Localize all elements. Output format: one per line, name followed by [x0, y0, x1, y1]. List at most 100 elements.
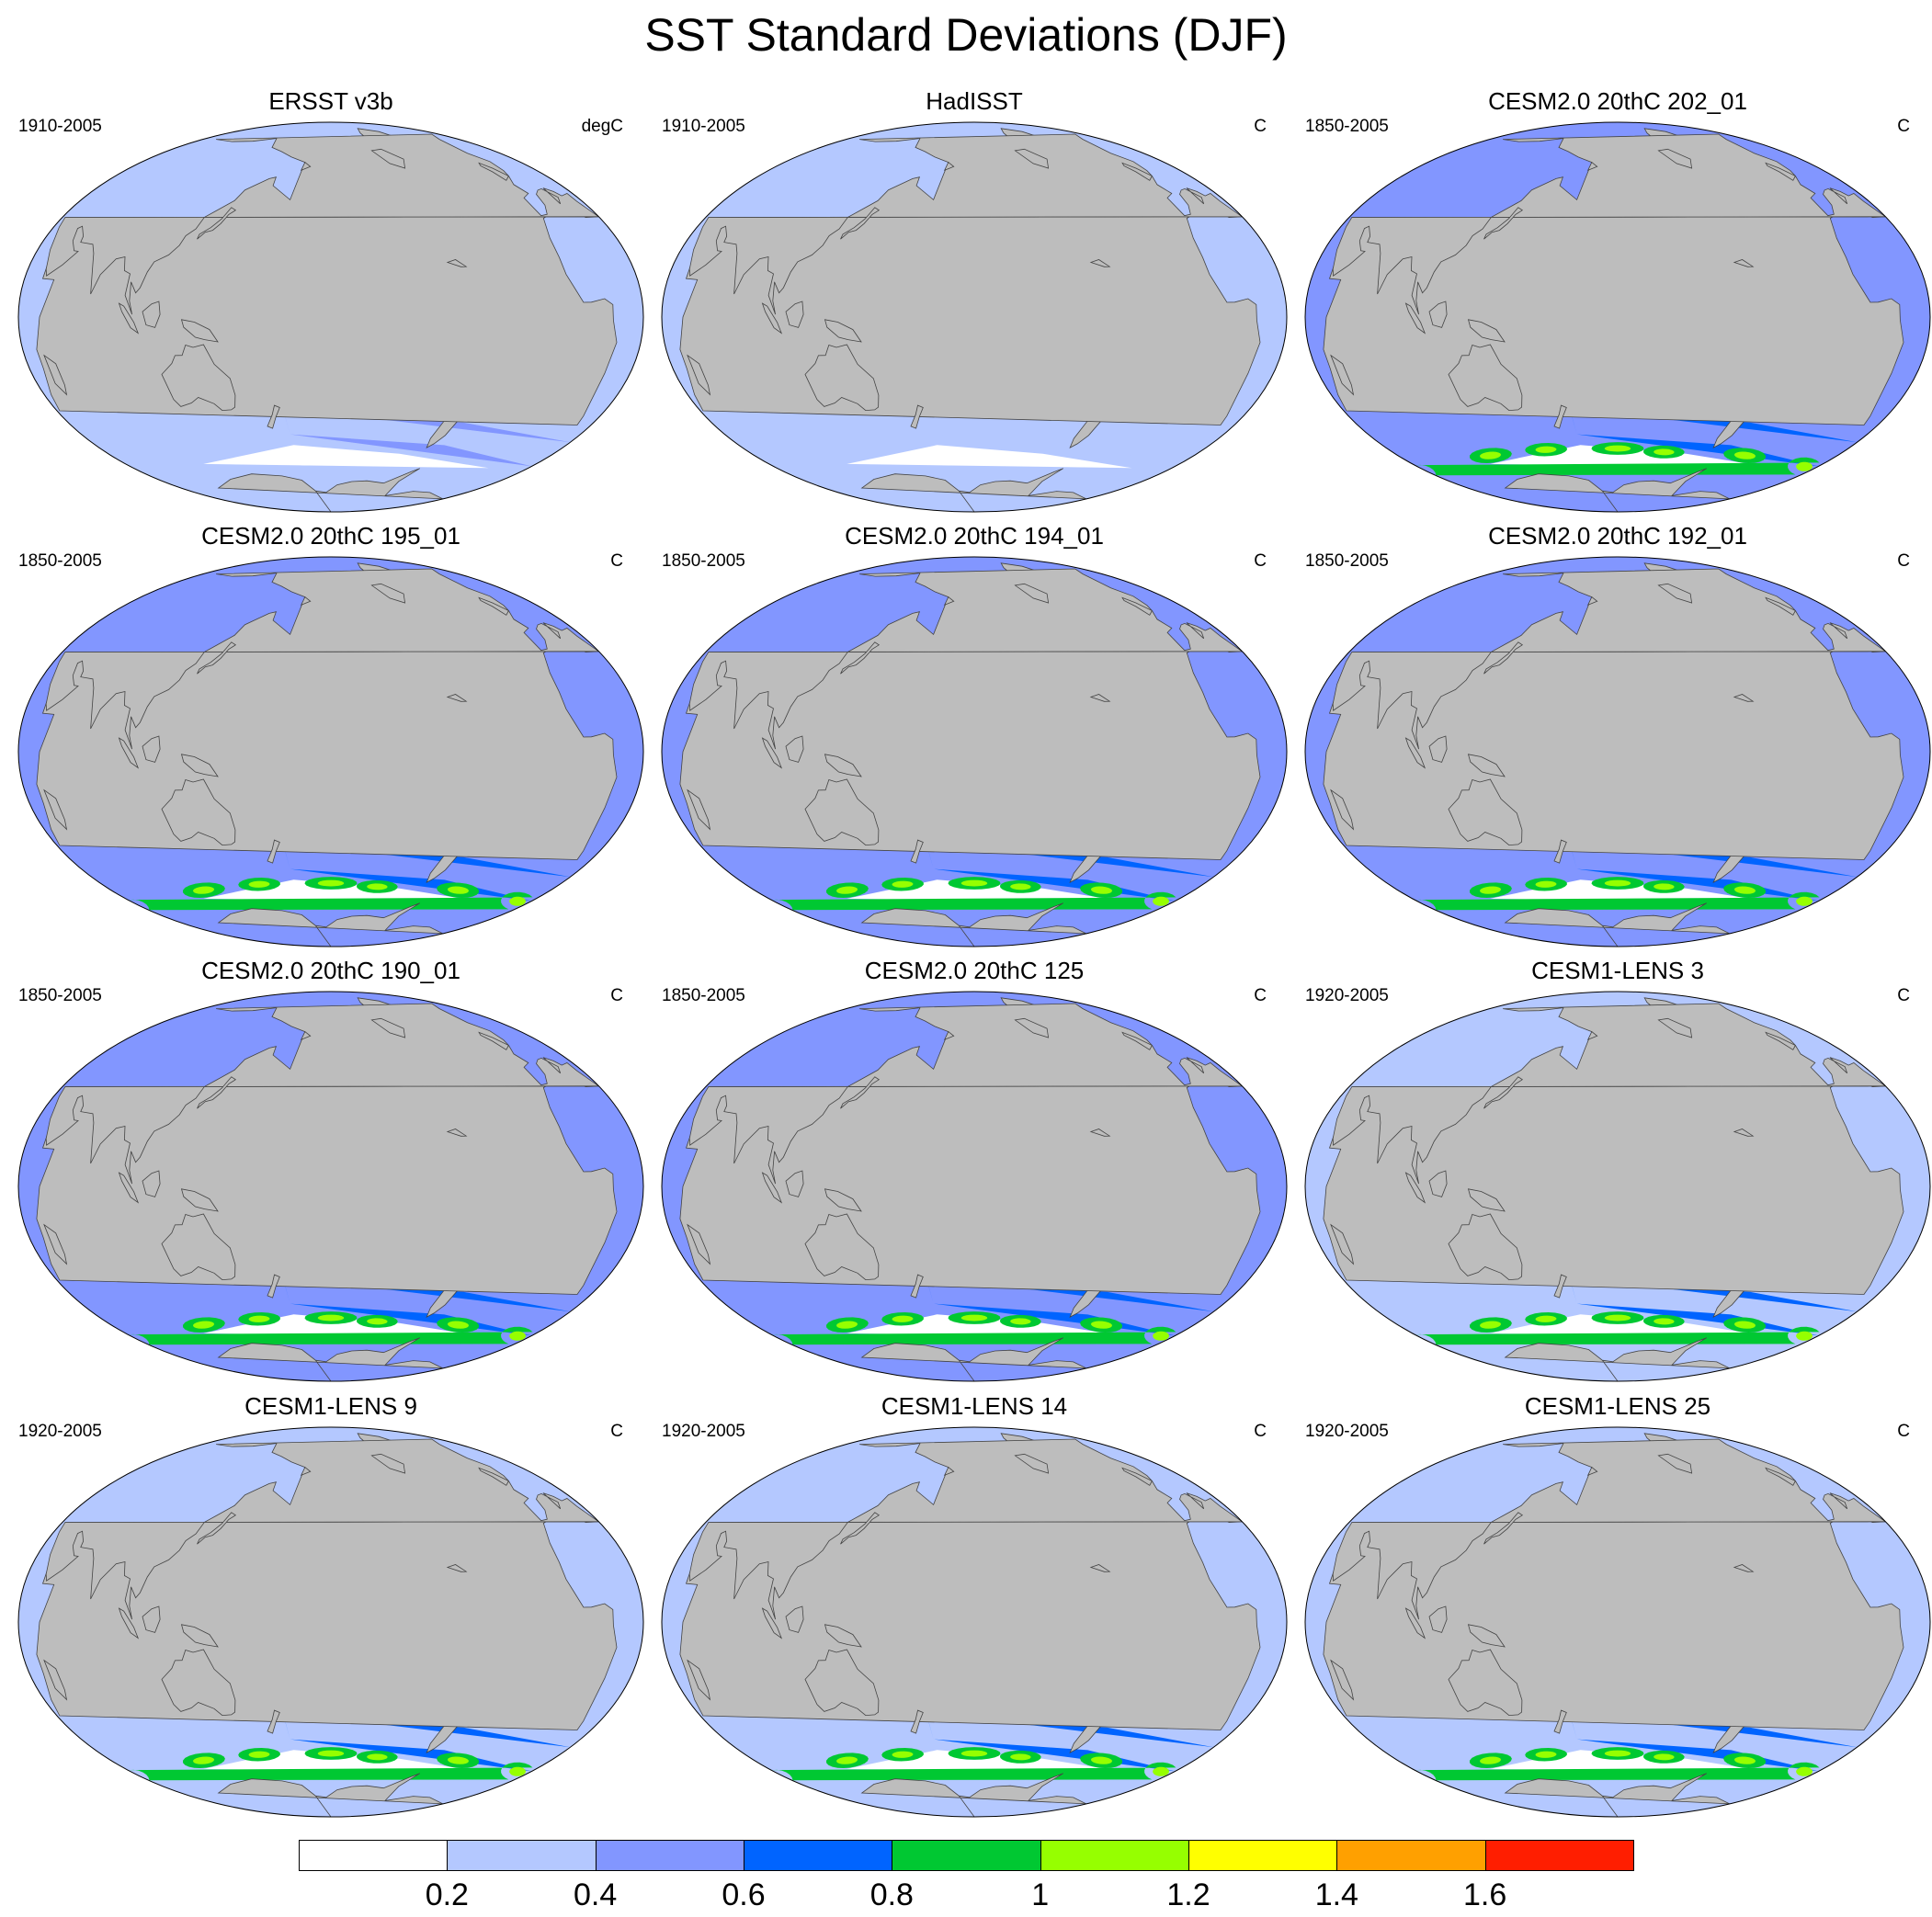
panel-title: CESM1-LENS 14	[881, 1392, 1068, 1420]
southern-ocean-core	[248, 1315, 270, 1322]
southern-ocean-core	[1654, 883, 1675, 890]
cuba-landmass	[1089, 1129, 1111, 1137]
world-map	[1304, 556, 1931, 947]
eurasia-west-landmass	[1332, 133, 1887, 315]
panel-title: CESM2.0 20thC 192_01	[1488, 522, 1747, 550]
southern-ocean-patch	[1415, 891, 1820, 911]
new-guinea-landmass	[824, 1188, 862, 1212]
sumatra-landmass	[118, 1607, 140, 1639]
madagascar-landmass	[687, 354, 711, 396]
japan-landmass	[1483, 1512, 1524, 1545]
australia-landmass	[161, 1649, 236, 1717]
sumatra-landmass	[761, 302, 783, 335]
madagascar-landmass	[43, 1659, 68, 1701]
world-map	[661, 556, 1288, 947]
japan-landmass	[197, 641, 237, 675]
southern-ocean-core	[448, 1321, 469, 1329]
japan-landmass	[1483, 1076, 1524, 1109]
map-outline	[661, 121, 1288, 513]
borneo-landmass	[785, 1605, 804, 1633]
southern-ocean-patch	[128, 1762, 533, 1781]
world-map	[661, 1426, 1288, 1818]
eurasia-east-landmass	[943, 1030, 955, 1041]
sumatra-landmass	[1404, 737, 1426, 769]
eurasia-west-landmass	[688, 1003, 1244, 1185]
southern-ocean-core	[1091, 1756, 1112, 1764]
baffin-landmass	[1657, 1017, 1693, 1038]
eurasia-east-landmass	[1586, 1466, 1598, 1477]
cuba-landmass	[446, 694, 468, 702]
panel-title: CESM2.0 20thC 190_01	[201, 957, 460, 984]
southern-ocean-patch	[1415, 1762, 1820, 1781]
eurasia-west-landmass	[688, 568, 1244, 750]
map-outline	[661, 1426, 1288, 1818]
japan-landmass	[840, 207, 881, 240]
southern-ocean-patch	[128, 891, 533, 911]
southern-ocean-core	[1480, 1321, 1501, 1329]
antarctica-landmass	[860, 468, 1086, 512]
borneo-landmass	[785, 1170, 804, 1197]
borneo-landmass	[142, 301, 161, 328]
map-panel: HadISST 1910-2005 C	[653, 87, 1296, 519]
map-outline	[661, 556, 1288, 947]
colorbar-swatch	[1040, 1840, 1189, 1871]
borneo-landmass	[1428, 1605, 1448, 1633]
australia-landmass	[1448, 1649, 1523, 1717]
new-guinea-landmass	[1467, 1624, 1506, 1648]
world-map	[17, 991, 644, 1382]
australia-landmass	[804, 1213, 880, 1281]
panel-years: 1920-2005	[18, 1422, 102, 1441]
southern-low-variance	[1490, 1314, 1776, 1381]
southern-ocean-core	[1734, 1756, 1756, 1764]
new-zealand-landmass	[267, 1709, 280, 1734]
panel-years: 1850-2005	[18, 986, 102, 1005]
australia-landmass	[161, 1213, 236, 1281]
southern-ocean-patch	[128, 1326, 533, 1345]
southern-ocean-core	[892, 1315, 914, 1322]
uk-landmass	[1121, 1031, 1153, 1050]
colorbar-swatch	[744, 1840, 893, 1871]
sumatra-landmass	[118, 1172, 140, 1204]
southern-ocean-patch	[771, 1762, 1176, 1781]
world-map	[661, 121, 1288, 513]
panel-years: 1850-2005	[662, 551, 745, 571]
southern-ocean-patch	[1415, 1326, 1820, 1345]
cuba-landmass	[1089, 694, 1111, 702]
southern-low-variance	[1490, 1750, 1776, 1817]
new-zealand-landmass	[910, 839, 924, 864]
southern-ocean-core	[960, 1314, 988, 1321]
southern-ocean-core	[509, 896, 526, 906]
panel-years: 1850-2005	[1305, 551, 1389, 571]
southern-ocean-core	[1654, 448, 1675, 456]
panel-units: C	[1897, 986, 1910, 1005]
new-zealand-landmass	[1553, 404, 1567, 429]
southern-low-variance	[203, 1750, 489, 1817]
panel-units: C	[1897, 551, 1910, 571]
antarctica-landmass	[1504, 902, 1730, 947]
uk-landmass	[478, 162, 509, 181]
uk-landmass	[478, 596, 509, 616]
panel-title: CESM1-LENS 9	[244, 1392, 417, 1420]
map-panel: CESM1-LENS 9 1920-2005 C	[9, 1392, 653, 1824]
colorbar-swatch	[1336, 1840, 1486, 1871]
panel-units: C	[610, 551, 623, 571]
map-outline	[1304, 556, 1931, 947]
eurasia-east-landmass	[1586, 161, 1598, 172]
map-panel: CESM1-LENS 25 1920-2005 C	[1296, 1392, 1932, 1824]
southern-low-variance	[203, 445, 489, 512]
cuba-landmass	[1733, 259, 1755, 267]
map-panel: CESM1-LENS 3 1920-2005 C	[1296, 957, 1932, 1389]
new-guinea-landmass	[1467, 319, 1506, 343]
new-guinea-landmass	[180, 319, 219, 343]
panel-units: C	[610, 1422, 623, 1441]
new-zealand-landmass	[267, 1274, 280, 1299]
southern-ocean-core	[193, 886, 214, 894]
panel-years: 1850-2005	[18, 551, 102, 571]
panel-units: C	[1254, 1422, 1267, 1441]
southern-ocean-core	[1153, 896, 1169, 906]
baffin-landmass	[1657, 148, 1693, 169]
southern-ocean-core	[193, 1321, 214, 1329]
borneo-landmass	[142, 1605, 161, 1633]
map-outline	[17, 556, 644, 947]
southern-ocean-core	[1535, 1751, 1557, 1758]
